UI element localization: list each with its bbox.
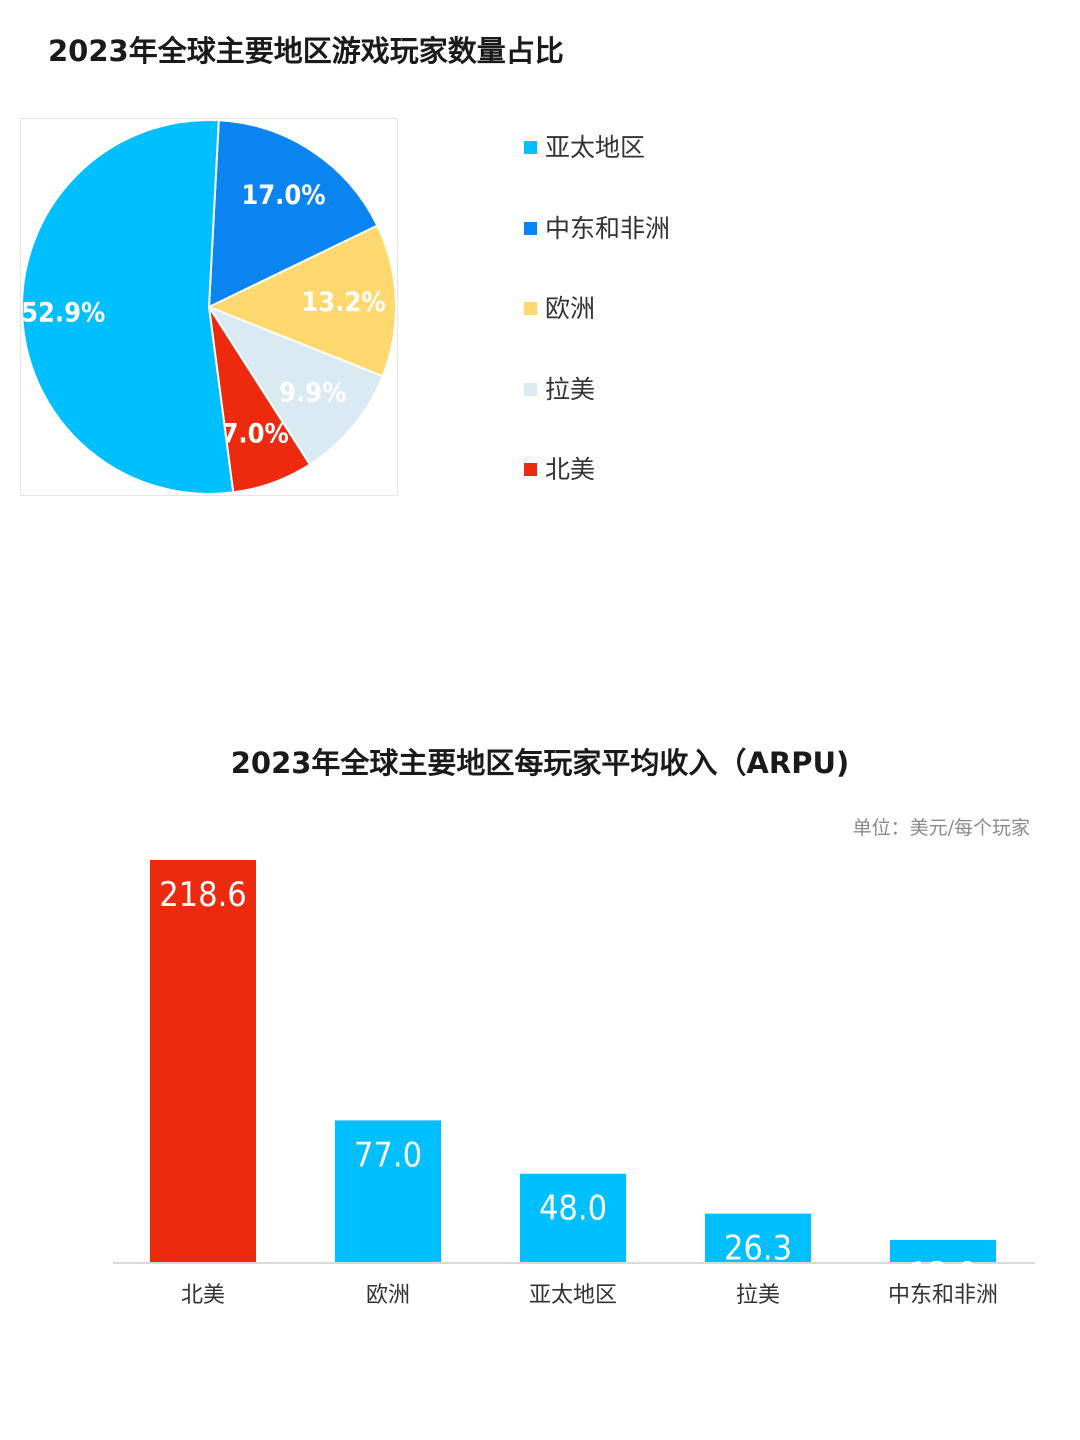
bar-1 [335,1120,441,1262]
pie-chart-title: 2023年全球主要地区游戏玩家数量占比 [48,34,564,68]
bar-value-label-1: 77.0 [354,1135,422,1175]
pie-slice-1 [207,119,379,309]
pie-slice-3 [206,304,385,466]
bar-value-label-4: 12.0 [909,1255,977,1295]
x-tick-label-3: 拉美 [736,1283,780,1308]
pie-slice-2 [206,224,397,378]
pie-legend: 亚太地区中东和非洲欧洲拉美北美 [524,132,670,535]
legend-label: 中东和非洲 [545,213,671,243]
pie-slice-label-4: 7.0% [221,418,288,449]
legend-swatch [524,221,537,235]
bar-value-label-0: 218.6 [159,875,247,915]
x-tick-label-1: 欧洲 [366,1283,410,1308]
bar-value-label-2: 48.0 [539,1189,607,1229]
bar-chart-unit: 单位：美元/每个玩家 [852,817,1030,839]
bar-4 [890,1239,996,1262]
x-tick-label-0: 北美 [181,1283,225,1308]
legend-item: 欧洲 [524,293,670,374]
legend-label: 欧洲 [545,294,596,323]
pie-slice-label-3: 9.9% [279,378,346,409]
bar-2 [520,1173,626,1262]
pie-slice-label-2: 13.2% [301,287,385,318]
legend-item: 北美 [524,454,670,535]
legend-swatch [524,141,537,154]
legend-item: 拉美 [524,374,670,455]
legend-item: 亚太地区 [524,132,670,213]
legend-swatch [524,463,537,476]
legend-label: 北美 [545,455,596,484]
legend-label: 亚太地区 [545,133,646,162]
bar-0 [150,860,256,1262]
bar-3 [705,1213,811,1262]
pie-slice-0 [21,119,235,495]
legend-label: 拉美 [545,374,596,404]
bar-value-label-3: 26.3 [724,1229,792,1269]
legend-swatch [524,302,537,315]
pie-chart: 17.0% 13.2% 9.9% 7.0% 52.9% [20,118,398,496]
bar-chart-title: 2023年全球主要地区每玩家平均收入（ARPU) [230,746,850,780]
pie-slice-label-0: 52.9% [21,298,105,329]
x-tick-label-4: 中东和非洲 [888,1283,998,1308]
x-tick-label-2: 亚太地区 [529,1283,617,1308]
pie-chart-frame: 17.0% 13.2% 9.9% 7.0% 52.9% [20,118,398,496]
legend-swatch [524,382,537,396]
pie-slice-label-1: 17.0% [241,180,325,211]
legend-item: 中东和非洲 [524,213,670,294]
